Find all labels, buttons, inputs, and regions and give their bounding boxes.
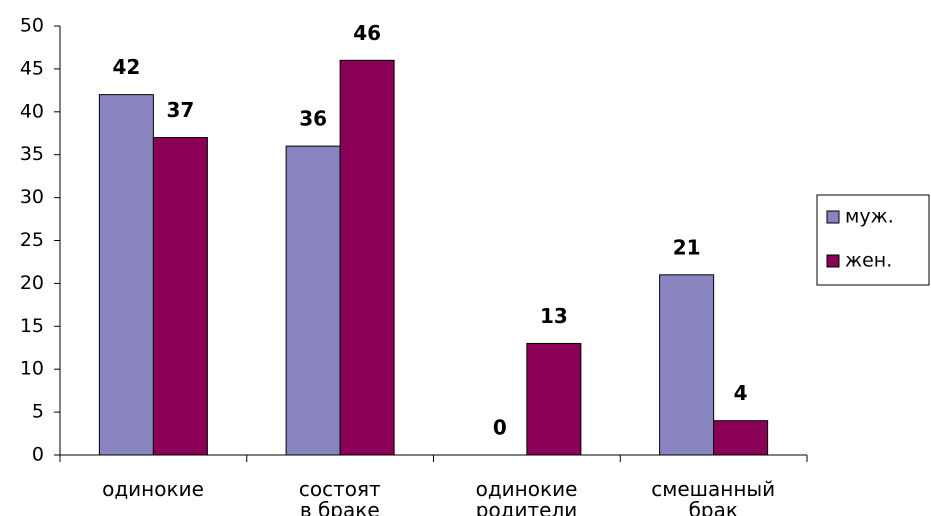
legend-label: жен.: [845, 250, 892, 272]
bar: [526, 342, 582, 456]
value-label: 42: [112, 55, 140, 79]
y-tick-label: 40: [20, 100, 44, 122]
y-tick-label: 45: [20, 57, 44, 79]
y-tick-label: 5: [32, 401, 44, 423]
bar: [659, 274, 715, 456]
y-tick-label: 0: [32, 444, 44, 466]
value-label: 4: [734, 381, 748, 405]
value-label: 13: [540, 304, 568, 328]
bar: [713, 420, 769, 456]
y-tick-label: 30: [20, 186, 44, 208]
value-label: 21: [673, 235, 701, 259]
y-tick-label: 15: [20, 315, 44, 337]
y-tick-label: 20: [20, 272, 44, 294]
legend-label: муж.: [845, 206, 894, 228]
value-label: 36: [299, 107, 327, 131]
value-label: 37: [166, 98, 194, 122]
y-tick-label: 25: [20, 229, 44, 251]
x-tick-label: одинокие родители: [475, 477, 578, 516]
x-tick-label: смешанный брак: [651, 477, 776, 516]
bar: [339, 59, 395, 456]
x-tick-label: состоят в браке: [298, 477, 381, 516]
y-tick-label: 10: [20, 358, 44, 380]
bar: [152, 137, 208, 456]
y-tick-label: 35: [20, 143, 44, 165]
y-tick-label: 50: [20, 15, 44, 37]
value-label: 0: [493, 416, 507, 440]
bar: [285, 145, 341, 456]
x-tick-label: одинокие: [102, 477, 204, 501]
legend-swatch: [826, 210, 840, 224]
bar: [98, 94, 154, 456]
legend-box: [816, 194, 930, 286]
legend-swatch: [826, 254, 840, 268]
value-label: 46: [353, 21, 381, 45]
